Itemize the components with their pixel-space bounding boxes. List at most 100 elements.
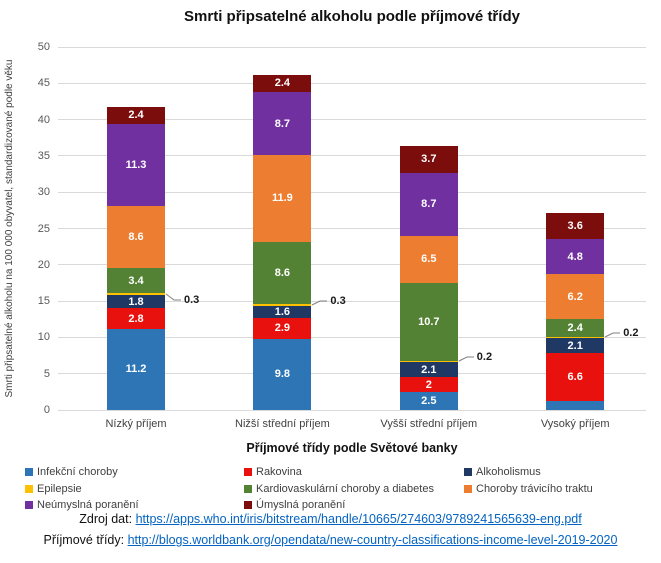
legend-item-label: Infekční choroby: [37, 466, 118, 478]
segment-value-label: 2.5: [421, 394, 437, 407]
segment-value-label: 6.2: [567, 290, 583, 303]
bar-segment-alkoholismus: 1.8: [107, 295, 165, 309]
legend-item-label: Neúmyslná poranění: [37, 499, 139, 511]
source-label: Zdroj dat:: [79, 512, 133, 526]
category-label-nizky-prijem: Nízký příjem: [105, 418, 167, 430]
segment-value-label: 1.8: [128, 295, 144, 308]
category-label-vyssi-stredni-prijem: Vyšší střední příjem: [380, 418, 478, 430]
segment-value-label: 9.8: [274, 368, 291, 381]
source-link-who[interactable]: https://apps.who.int/iris/bitstream/hand…: [135, 512, 582, 526]
legend-swatch: [25, 484, 33, 493]
category-label-vysoky-prijem: Vysoký příjem: [540, 418, 610, 430]
segment-value-label: 11.3: [125, 158, 147, 171]
callout-leader-line: [604, 332, 621, 338]
y-tick-label: 10: [37, 331, 50, 344]
bar-segment-alkoholismus: 2.1: [399, 362, 458, 378]
legend-item-infekcni-choroby: Infekční choroby: [25, 466, 118, 478]
callout-label-epilepsie: 0.2: [623, 327, 639, 340]
bar-segment-umyslna-poraneni: 2.4: [253, 74, 312, 92]
segment-value-label: 3.7: [421, 153, 437, 166]
segment-value-label: 3.6: [567, 220, 583, 233]
legend-item-kardiovaskularni-choroby-a-diabetes: Kardiovaskulární choroby a diabetes: [244, 483, 434, 495]
legend-swatch: [464, 484, 472, 493]
segment-value-label: 8.7: [274, 117, 291, 130]
bar-segment-choroby-traviciho-traktu: 11.9: [253, 155, 312, 242]
gridline: [58, 82, 646, 84]
gridline: [58, 409, 646, 411]
segment-value-label: 2.4: [567, 321, 583, 334]
bar-segment-alkoholismus: 1.6: [253, 305, 312, 318]
gridline: [58, 155, 646, 157]
category-label-nizsi-stredni-prijem: Nižší střední příjem: [235, 418, 330, 430]
bar-segment-kardiovaskularni-choroby-a-diabetes: 10.7: [399, 282, 458, 361]
legend-item-label: Úmyslná poranění: [256, 499, 346, 511]
callout-label-epilepsie: 0.3: [184, 294, 200, 307]
bar-segment-epilepsie: [546, 336, 605, 339]
chart-title: Smrti připsatelné alkoholu podle příjmov…: [184, 8, 520, 25]
bar-segment-alkoholismus: 2.1: [546, 338, 605, 354]
legend-item-neumyslna-poraneni: Neúmyslná poranění: [25, 499, 139, 511]
segment-value-label: 8.7: [421, 198, 437, 211]
bar-segment-neumyslna-poraneni: 8.7: [399, 172, 458, 236]
bar-segment-choroby-traviciho-traktu: 8.6: [107, 205, 165, 269]
sources: Zdroj dat: https://apps.who.int/iris/bit…: [0, 509, 661, 551]
segment-value-label: 6.5: [421, 253, 437, 266]
bar-segment-infekcni-choroby: 11.2: [107, 328, 165, 410]
legend-item-label: Kardiovaskulární choroby a diabetes: [256, 482, 434, 495]
gridline: [58, 119, 646, 121]
legend-item-label: Alkoholismus: [476, 466, 541, 478]
segment-value-label: 8.6: [274, 266, 291, 279]
bar-segment-neumyslna-poraneni: 8.7: [253, 92, 312, 156]
segment-value-label: 2.8: [128, 312, 144, 325]
segment-value-label: 10.7: [418, 315, 440, 328]
legend-swatch: [244, 468, 252, 476]
y-tick-label: 40: [37, 113, 50, 126]
legend-swatch: [25, 501, 33, 509]
source-label: Příjmové třídy:: [43, 533, 125, 547]
legend-item-rakovina: Rakovina: [244, 466, 302, 478]
bar-segment-epilepsie: [253, 304, 312, 307]
bar-segment-choroby-traviciho-traktu: 6.2: [546, 274, 605, 320]
gridline: [58, 191, 646, 193]
segment-value-label: 2.1: [567, 339, 583, 352]
y-tick-label: 30: [37, 186, 50, 199]
gridline: [58, 373, 646, 375]
bar-segment-choroby-traviciho-traktu: 6.5: [399, 235, 458, 283]
segment-value-label: 2.9: [274, 322, 291, 335]
source-link-worldbank[interactable]: http://blogs.worldbank.org/opendata/new-…: [127, 533, 618, 547]
y-tick-label: 15: [37, 295, 50, 308]
bar-segment-kardiovaskularni-choroby-a-diabetes: 8.6: [253, 241, 312, 304]
legend-item-label: Rakovina: [256, 466, 302, 478]
y-tick-label: 20: [37, 258, 50, 271]
callout-label-epilepsie: 0.2: [476, 351, 493, 364]
y-tick-label: 5: [43, 367, 50, 380]
bar-segment-umyslna-poraneni: 2.4: [107, 106, 165, 124]
callout-leader-line: [458, 356, 474, 362]
legend-item-label: Epilepsie: [37, 482, 82, 495]
gridline: [58, 46, 646, 48]
segment-value-label: 1.6: [274, 305, 291, 318]
y-tick-label: 50: [37, 41, 50, 53]
gridline: [58, 264, 646, 266]
bar-segment-epilepsie: [107, 293, 165, 296]
bar-segment-rakovina: 2.8: [107, 308, 165, 329]
y-axis-title: Smrti připsatelné alkoholu na 100 000 ob…: [4, 59, 15, 398]
bar-segment-rakovina: 6.6: [546, 353, 605, 402]
bar-segment-umyslna-poraneni: 3.6: [546, 213, 605, 240]
legend-swatch: [464, 468, 472, 476]
gridline: [58, 336, 646, 338]
y-tick-label: 0: [43, 404, 50, 416]
legend-item-umyslna-poraneni: Úmyslná poranění: [244, 499, 345, 511]
segment-value-label: 3.4: [128, 274, 144, 287]
source-line-data: Zdroj dat: https://apps.who.int/iris/bit…: [0, 509, 661, 530]
y-tick-label: 35: [37, 149, 50, 162]
gridline: [58, 228, 646, 229]
callout-leader-line: [312, 300, 328, 306]
legend-item-choroby-traviciho-traktu: Choroby trávicího traktu: [464, 483, 593, 495]
bar-segment-rakovina: 2.9: [253, 317, 312, 339]
bar-segment-umyslna-poraneni: 3.7: [399, 145, 458, 173]
legend-item-label: Choroby trávicího traktu: [476, 482, 593, 495]
legend-swatch: [25, 468, 33, 476]
bar-segment-neumyslna-poraneni: 4.8: [546, 239, 605, 275]
